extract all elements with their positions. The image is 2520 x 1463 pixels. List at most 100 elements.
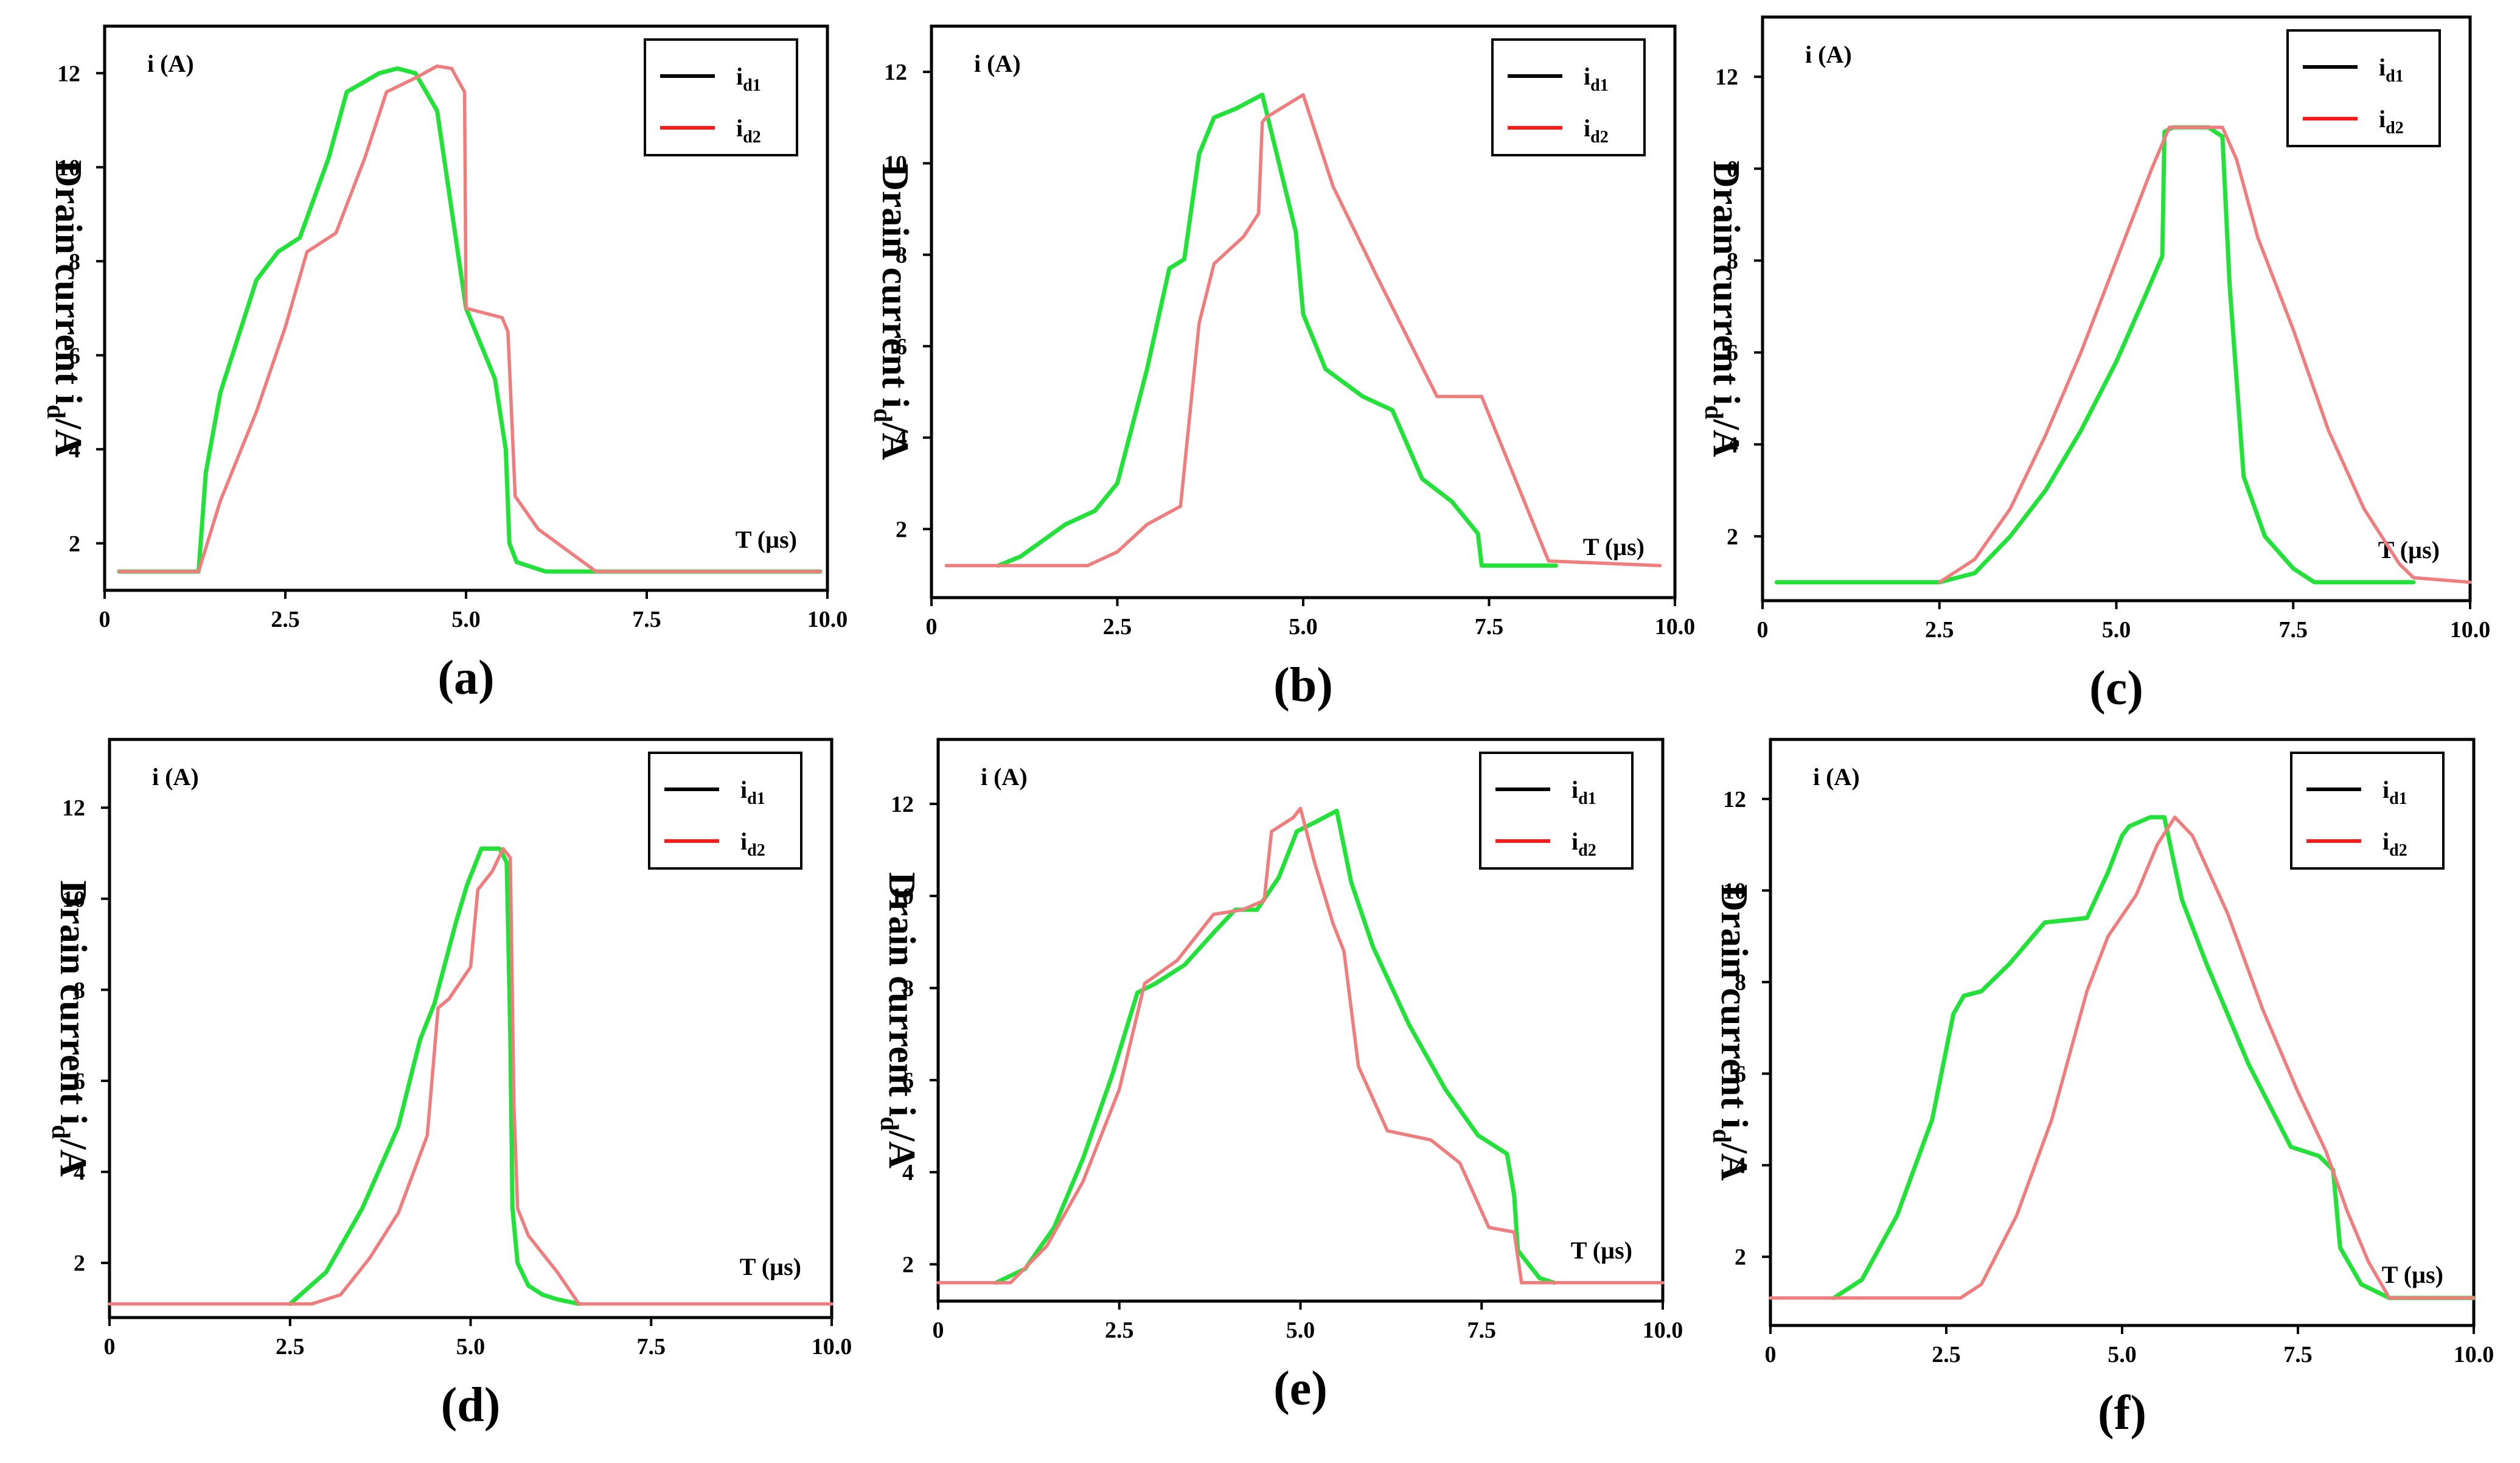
legend-label: id2 [740,828,765,860]
panel-b: 0 2.5 5.0 7.5 10.0 2 4 6 8 10 12 Drain current id/A… [868,24,1695,712]
x-tick-label: 2.5 [1105,1318,1134,1343]
panel-c: 0 2.5 5.0 7.5 10.0 2 4 6 8 0 12 Drain current id/A i… [1699,15,2491,715]
legend-label-main: i [736,114,743,142]
panel-label: (a) [437,651,494,705]
y-tick-label: 2 [896,517,907,542]
y-axis-title-sub: d [875,1117,903,1131]
legend-label-main: i [1572,828,1578,855]
panel-label: (c) [2089,662,2143,715]
legend-label-main: i [2379,105,2386,133]
y-tick-label: 4 [1735,1153,1746,1179]
y-tick-label: 8 [74,977,85,1003]
y-axis-title-tail: /A [874,422,916,460]
y-tick-label: 12 [62,795,85,821]
panel-f: 0 2.5 5.0 7.5 10.0 2 4 6 8 10 12 Drain current id/A… [1707,738,2494,1440]
legend-box [1479,752,1634,870]
y-tick-label: 12 [891,792,914,817]
legend-label: id2 [736,114,761,147]
panel-label: (b) [1273,658,1333,712]
y-tick-label: 6 [1727,340,1738,366]
y-tick-label: 8 [69,249,80,274]
legend-label-main: i [2379,54,2386,81]
y-axis-title: Drain current id/A [868,164,916,460]
x-tick-label: 7.5 [637,1334,666,1360]
panel-label: (d) [441,1378,501,1432]
series-line-id1 [1831,815,2476,1301]
y-tick-label: 4 [74,1160,85,1185]
x-tick-label: 0 [99,607,111,632]
legend-label: id2 [2379,105,2404,138]
legend-label-main: i [1572,776,1578,803]
x-tick-label: 5.0 [1289,614,1318,640]
x-tick-label: 2.5 [276,1334,305,1360]
series-line-id1 [1774,125,2416,585]
y-tick-label: 2 [1727,524,1738,550]
panel-e: 0 2.5 5.0 7.5 10.0 2 4 6 8 10 12 Drain current id/A… [875,738,1683,1416]
series-line-id2 [1938,125,2472,584]
y-axis-title-sub: d [868,408,896,422]
series-line-id1 [994,808,1556,1285]
x-tick-label: 0 [933,1318,944,1343]
legend-label: id1 [1572,776,1596,808]
y-tick-label: 8 [902,976,914,1002]
y-tick-label: 6 [902,1068,914,1094]
y-axis-title-tail: /A [1705,419,1747,457]
legend-label-sub: d1 [2389,789,2407,808]
x-tick-label: 5.0 [1286,1318,1315,1343]
x-tick-label: 5.0 [2108,1342,2137,1367]
series-line-id2 [944,93,1662,568]
legend-label-sub: d2 [2389,841,2407,860]
legend-label-sub: d2 [743,128,761,147]
legend-box [1491,38,1646,156]
series-line-id1 [117,66,823,574]
series-line-id2 [1769,815,2476,1300]
x-axis-title: T (µs) [2382,1261,2443,1288]
legend-label-main: i [736,63,743,90]
y-axis-title-main: Drain current i [874,164,916,408]
legend-label-sub: d2 [1578,841,1596,860]
y-tick-label: 2 [74,1251,85,1276]
y-tick-label: 4 [896,425,907,451]
x-tick-label: 0 [926,614,938,640]
x-tick-label: 2.5 [1932,1342,1961,1367]
y-tick-label: 8 [1727,248,1738,274]
y-tick-label: 2 [902,1252,914,1277]
legend-label-sub: d1 [747,789,765,808]
legend-label-main: i [1584,63,1590,90]
unit-label: i (A) [974,50,1021,77]
legend-label-main: i [740,776,747,803]
y-tick-label: 6 [1735,1061,1746,1087]
legend-label-sub: d1 [1578,789,1596,808]
legend-label-main: i [2383,828,2389,855]
y-tick-label: 10 [884,151,907,176]
y-tick-label: 8 [896,243,907,268]
legend-box [644,38,798,156]
y-axis-title-main: Drain current i [1705,161,1747,405]
y-axis-title: Drain current id/A [1699,161,1747,457]
legend-label: id1 [2383,776,2407,808]
legend-label-sub: d2 [1590,128,1609,147]
unit-label: i (A) [152,763,199,791]
x-tick-label: 10.0 [2450,617,2491,643]
legend-box [2286,29,2441,147]
legend-box [2290,752,2445,870]
legend-label: id1 [736,63,761,95]
y-tick-label: 4 [902,1160,914,1185]
y-tick-label: 6 [69,343,80,369]
y-axis-title-tail: /A [52,1139,94,1177]
y-tick-label: 12 [57,61,80,86]
panel-label: (e) [1273,1362,1328,1416]
y-tick-label: 8 [1735,970,1746,996]
series-line-id1 [996,93,1558,568]
unit-label: i (A) [1805,41,1852,68]
y-tick-label: 0 [1727,156,1738,182]
panel-a: 0 2.5 5.0 7.5 10.0 2 4 6 8 10 12 Drain current id/A… [41,24,848,705]
y-axis-title-sub: d [41,405,69,419]
y-axis-title: Drain current id/A [46,880,94,1176]
legend-label-main: i [740,828,747,855]
x-tick-label: 7.5 [2279,617,2308,643]
x-axis-title: T (µs) [736,526,797,553]
x-tick-label: 10.0 [807,607,848,632]
legend: id1 id2 [2290,752,2445,870]
